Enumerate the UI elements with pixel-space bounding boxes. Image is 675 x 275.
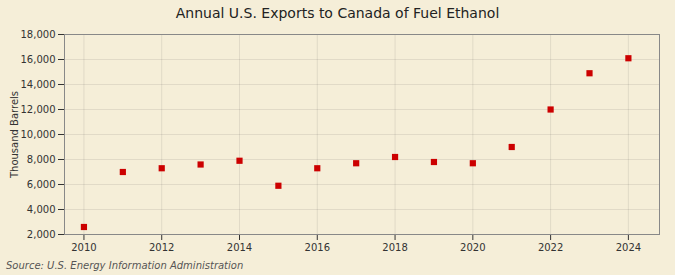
svg-text:2010: 2010 [71,242,96,253]
svg-text:2022: 2022 [538,242,563,253]
svg-text:2016: 2016 [305,242,330,253]
html-text:Annual U.S. Exports to Canada: Annual U.S. Exports to Canada of Fuel Et… [175,5,500,21]
svg-text:16,000: 16,000 [21,54,56,65]
svg-text:2024: 2024 [616,242,641,253]
svg-text:Thousand Barrels: Thousand Barrels [9,91,20,179]
svg-text:2012: 2012 [149,242,174,253]
svg-text:2018: 2018 [382,242,407,253]
svg-text:2020: 2020 [460,242,485,253]
html-text:Source: U.S. Energy Informatio: Source: U.S. Energy Information Administ… [6,260,244,271]
svg-text:14,000: 14,000 [21,79,56,90]
svg-text:2,000: 2,000 [27,229,56,240]
svg-text:18,000: 18,000 [21,29,56,40]
svg-text:10,000: 10,000 [21,129,56,140]
svg-text:12,000: 12,000 [21,104,56,115]
svg-text:6,000: 6,000 [27,179,56,190]
svg-text:2014: 2014 [227,242,252,253]
svg-text:4,000: 4,000 [27,204,56,215]
svg-text:8,000: 8,000 [27,154,56,165]
